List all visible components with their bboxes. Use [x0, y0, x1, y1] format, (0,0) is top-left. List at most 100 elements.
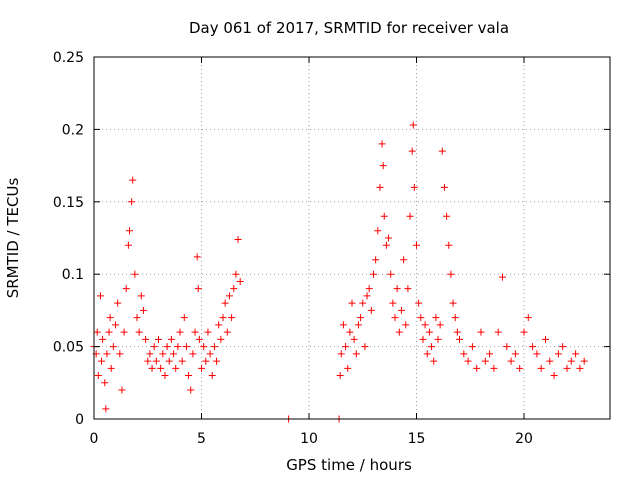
- data-point: [174, 343, 182, 351]
- x-tick-label: 10: [300, 431, 318, 447]
- data-point: [146, 350, 154, 358]
- data-point: [413, 241, 420, 249]
- y-tick-label: 0.2: [62, 122, 84, 138]
- data-point: [415, 299, 423, 307]
- data-point: [507, 357, 515, 365]
- data-point: [572, 350, 580, 358]
- data-point: [348, 299, 356, 307]
- data-point: [430, 357, 438, 365]
- data-point: [354, 321, 362, 329]
- data-point: [165, 357, 173, 365]
- data-point: [339, 321, 347, 329]
- data-point: [204, 328, 212, 336]
- data-point: [163, 343, 171, 351]
- data-point: [546, 357, 554, 365]
- data-point: [359, 299, 367, 307]
- y-tick-label: 0.05: [53, 340, 84, 356]
- data-point: [152, 357, 160, 365]
- data-point: [94, 372, 102, 380]
- data-point: [417, 314, 425, 322]
- data-point: [176, 328, 184, 336]
- data-point: [499, 273, 506, 281]
- data-point: [533, 350, 541, 358]
- data-point: [217, 335, 225, 343]
- data-point: [144, 357, 152, 365]
- data-point: [529, 343, 537, 351]
- y-tick-label: 0.25: [53, 50, 84, 66]
- data-point: [148, 364, 156, 372]
- data-point: [344, 364, 352, 372]
- data-point: [98, 357, 106, 365]
- data-point: [221, 299, 229, 307]
- data-point: [449, 299, 457, 307]
- data-point: [139, 306, 147, 314]
- data-point: [537, 364, 545, 372]
- y-tick-label: 0: [75, 412, 84, 428]
- data-point: [150, 343, 158, 351]
- data-point: [520, 328, 528, 336]
- data-point: [425, 328, 433, 336]
- axes: 0 0.05 0.1 0.15 0.2 0.25 0 5 10 15 20: [53, 50, 611, 447]
- x-tick-label: 0: [90, 431, 99, 447]
- data-point: [402, 321, 410, 329]
- data-point: [116, 350, 124, 358]
- data-point: [393, 285, 401, 293]
- data-point: [230, 285, 238, 293]
- data-point: [378, 140, 386, 148]
- data-point: [135, 328, 143, 336]
- data-point: [395, 328, 403, 336]
- data-point: [524, 314, 532, 322]
- data-point: [194, 285, 202, 293]
- data-point: [206, 350, 214, 358]
- grid: [94, 57, 610, 419]
- data-point: [346, 328, 354, 336]
- data-point: [210, 343, 218, 351]
- data-point: [367, 306, 375, 314]
- data-point: [342, 343, 350, 351]
- data-point: [559, 343, 567, 351]
- data-point: [481, 357, 489, 365]
- data-point: [189, 350, 197, 358]
- data-point: [223, 328, 231, 336]
- data-point: [550, 372, 558, 380]
- data-point: [125, 227, 133, 235]
- data-point: [370, 270, 377, 278]
- data-point: [167, 335, 175, 343]
- data-point: [453, 328, 461, 336]
- data-point: [112, 321, 119, 329]
- data-point: [336, 372, 344, 380]
- data-point: [133, 314, 141, 322]
- data-point: [380, 212, 388, 220]
- data-point: [374, 227, 382, 235]
- data-point: [350, 335, 358, 343]
- data-point: [428, 343, 436, 351]
- data-point: [409, 121, 417, 129]
- data-point: [494, 328, 502, 336]
- data-point: [102, 405, 110, 413]
- x-tick-label: 15: [408, 431, 426, 447]
- data-point: [516, 364, 524, 372]
- x-axis-title: GPS time / hours: [286, 456, 412, 474]
- data-point: [99, 335, 107, 343]
- data-point: [554, 350, 562, 358]
- data-point: [421, 321, 429, 329]
- data-point: [219, 314, 227, 322]
- data-point: [137, 292, 145, 300]
- data-point: [473, 364, 481, 372]
- x-tick-label: 5: [197, 431, 206, 447]
- data-point: [376, 183, 384, 191]
- data-point: [456, 335, 463, 343]
- data-point: [477, 328, 485, 336]
- data-point: [191, 328, 199, 336]
- data-point: [200, 343, 208, 351]
- data-point: [397, 306, 405, 314]
- data-point: [410, 183, 418, 191]
- data-point: [389, 299, 397, 307]
- data-point: [400, 256, 408, 264]
- y-tick-label: 0.1: [62, 267, 84, 283]
- data-point: [124, 241, 132, 249]
- x-tick-label: 20: [515, 431, 533, 447]
- data-point: [122, 285, 130, 293]
- data-point: [387, 270, 395, 278]
